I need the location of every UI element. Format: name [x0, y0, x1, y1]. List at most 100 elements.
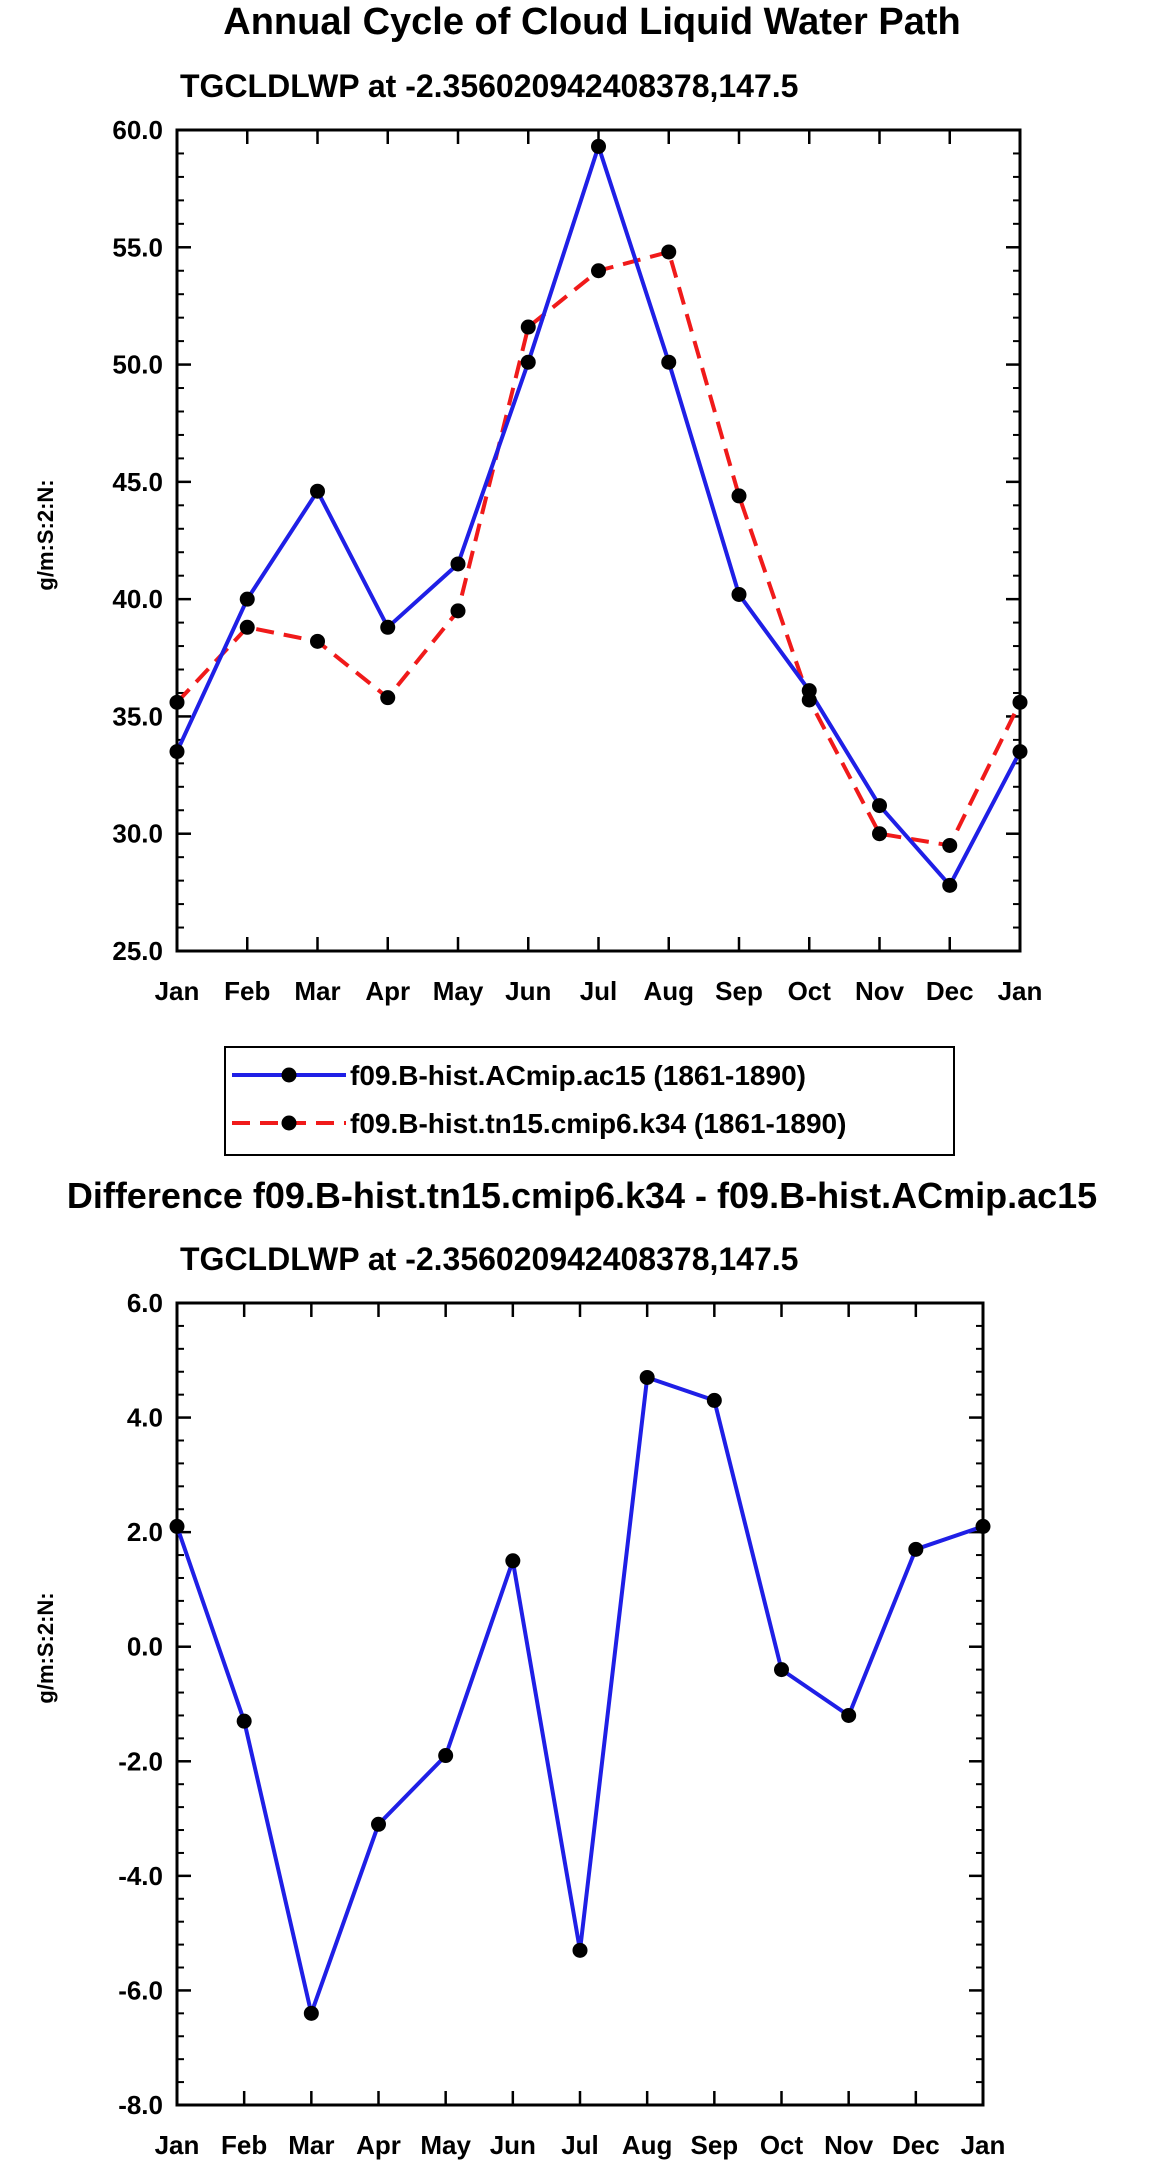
- chart1-series-1-point: [310, 483, 325, 499]
- chart2-ytick-label: -2.0: [118, 1746, 163, 1776]
- chart1-xtick-label: Feb: [224, 976, 270, 1006]
- legend-box: [224, 1046, 955, 1156]
- chart1-ytick-label: 60.0: [112, 115, 163, 145]
- chart1-series-2-point: [1012, 694, 1028, 710]
- chart2-xtick-label: Sep: [690, 2130, 738, 2160]
- chart2-xtick-label: Oct: [760, 2130, 804, 2160]
- chart2-ytick-label: 2.0: [127, 1517, 163, 1547]
- chart1-xtick-label: Oct: [788, 976, 832, 1006]
- chart2-series-1-point: [505, 1553, 521, 1569]
- chart2-xtick-label: Dec: [892, 2130, 940, 2160]
- chart2-series-1-point: [572, 1942, 588, 1958]
- chart1-series-1-point: [380, 619, 396, 635]
- chart1-series-2-point: [310, 633, 325, 649]
- chart1-xtick-label: Jun: [505, 976, 551, 1006]
- chart2-ytick-label: -8.0: [118, 2090, 163, 2120]
- chart2-subtitle: TGCLDLWP at -2.356020942408378,147.5: [180, 1241, 798, 1277]
- chart1-series-1-point: [942, 877, 958, 893]
- chart1-series-1-point: [591, 138, 606, 154]
- chart2-series-1-point: [639, 1369, 655, 1385]
- chart2-series-1-point: [975, 1518, 991, 1534]
- chart2-plot-frame: [175, 1301, 985, 2107]
- chart1-series-2-point: [591, 263, 606, 279]
- chart2-series-1-point: [169, 1518, 185, 1534]
- chart2-ytick-label: -4.0: [118, 1861, 163, 1891]
- chart1-series-1-point: [872, 798, 887, 814]
- chart2-xtick-label: Jan: [155, 2130, 200, 2160]
- chart1-series-2-point: [380, 690, 396, 706]
- chart2-xtick-label: Nov: [824, 2130, 874, 2160]
- chart2-series-1-point: [303, 2005, 319, 2021]
- legend-series2-marker: [281, 1115, 297, 1131]
- chart1-series-1-point: [661, 354, 677, 370]
- chart1-xtick-label: Jan: [998, 976, 1043, 1006]
- chart1-ytick-label: 55.0: [112, 232, 163, 262]
- chart2-ytick-label: 6.0: [127, 1288, 163, 1318]
- chart1-ytick-label: 35.0: [112, 701, 163, 731]
- chart2-series-1-point: [841, 1707, 857, 1723]
- chart2-xtick-label: May: [420, 2130, 471, 2160]
- chart2-series-1-line: [175, 1375, 984, 2016]
- chart1-series-1-line: [175, 144, 1022, 888]
- chart1-xtick-label: Sep: [715, 976, 763, 1006]
- chart2-xtick-label: Mar: [288, 2130, 334, 2160]
- difference-chart: Difference f09.B-hist.tn15.cmip6.k34 - f…: [33, 1175, 1097, 2160]
- chart2-xtick-label: Feb: [221, 2130, 267, 2160]
- chart1-ylabel: g/m:S:2:N:: [33, 479, 58, 590]
- chart2-xtick-label: Jul: [561, 2130, 599, 2160]
- chart1-xtick-label: Mar: [294, 976, 340, 1006]
- chart1-series-2-point: [661, 244, 677, 260]
- chart1-ytick-label: 40.0: [112, 584, 163, 614]
- chart1-series-1-point: [731, 586, 747, 602]
- chart1-xtick-label: Nov: [855, 976, 905, 1006]
- chart2-xtick-label: Jan: [961, 2130, 1006, 2160]
- legend-series1-label: f09.B-hist.ACmip.ac15 (1861-1890): [350, 1060, 806, 1091]
- chart2-xtick-label: Aug: [622, 2130, 673, 2160]
- chart1-series-2-point: [450, 603, 466, 619]
- chart1-title: Annual Cycle of Cloud Liquid Water Path: [223, 1, 961, 43]
- chart2-title: Difference f09.B-hist.tn15.cmip6.k34 - f…: [67, 1175, 1097, 1216]
- chart1-xtick-label: Apr: [365, 976, 410, 1006]
- chart2-ytick-label: -6.0: [118, 1975, 163, 2005]
- chart1-series-2-point: [520, 319, 536, 335]
- chart1-series-2-point: [239, 619, 255, 635]
- chart1-ytick-label: 45.0: [112, 467, 163, 497]
- chart1-ytick-label: 50.0: [112, 350, 163, 380]
- chart1-series-2-point: [169, 694, 185, 710]
- chart1-ytick-label: 25.0: [112, 936, 163, 966]
- chart1-subtitle: TGCLDLWP at -2.356020942408378,147.5: [180, 68, 798, 104]
- chart1-ytick-label: 30.0: [112, 819, 163, 849]
- legend-series2-label: f09.B-hist.tn15.cmip6.k34 (1861-1890): [350, 1108, 846, 1139]
- chart2-series-1-point: [908, 1541, 924, 1557]
- chart1-series-2-point: [731, 488, 747, 504]
- chart1-series-1-point: [801, 683, 817, 699]
- chart1-series-1-point: [1012, 744, 1028, 760]
- chart1-xtick-label: Jul: [580, 976, 618, 1006]
- chart2-series-1-point: [774, 1662, 789, 1678]
- chart2-xtick-label: Apr: [356, 2130, 401, 2160]
- legend-series1-marker: [281, 1067, 297, 1083]
- chart1-legend: f09.B-hist.ACmip.ac15 (1861-1890) f09.B-…: [224, 1046, 955, 1156]
- chart1-series-1-point: [239, 591, 255, 607]
- chart1-xtick-label: Jan: [155, 976, 200, 1006]
- chart2-series-1-point: [706, 1392, 722, 1408]
- chart1-plot-frame: [175, 128, 1022, 953]
- annual-cycle-chart: Annual Cycle of Cloud Liquid Water Path …: [33, 1, 1042, 1006]
- chart2-ytick-label: 4.0: [127, 1403, 163, 1433]
- chart2-ylabel: g/m:S:2:N:: [33, 1592, 58, 1703]
- chart1-xtick-label: Aug: [643, 976, 694, 1006]
- chart2-series-1-point: [236, 1713, 252, 1729]
- chart1-series-1-point: [450, 556, 466, 572]
- chart2-series-1-point: [371, 1816, 386, 1832]
- chart1-xtick-label: May: [433, 976, 484, 1006]
- chart1-series-2-point: [872, 826, 887, 842]
- chart2-series-1-point: [438, 1748, 454, 1764]
- chart2-xtick-label: Jun: [490, 2130, 536, 2160]
- chart1-series-2-point: [942, 837, 958, 853]
- chart1-series-1-point: [520, 354, 536, 370]
- chart1-series-2-line: [175, 250, 1022, 848]
- chart1-xtick-label: Dec: [926, 976, 974, 1006]
- chart2-ytick-label: 0.0: [127, 1632, 163, 1662]
- chart1-series-1-point: [169, 744, 185, 760]
